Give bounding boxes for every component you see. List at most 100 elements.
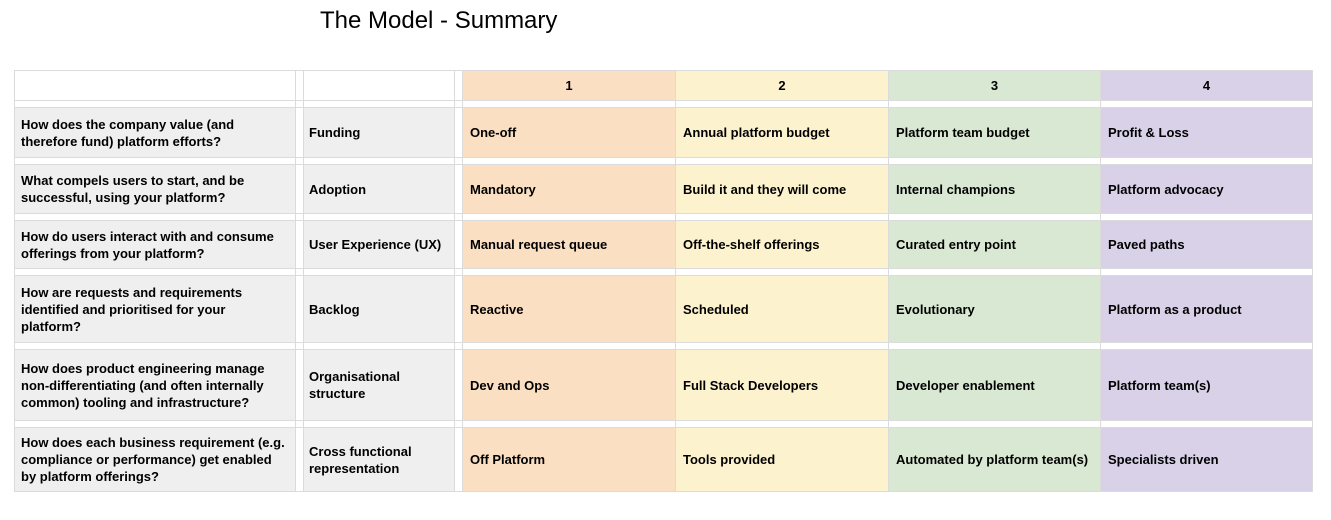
spacer-cell	[14, 342, 296, 350]
spacer-cell	[454, 164, 463, 214]
spacer-cell	[295, 420, 304, 428]
spacer-cell	[454, 213, 463, 221]
spacer-cell	[295, 268, 304, 276]
spacer-cell	[295, 349, 304, 421]
spacer-cell	[1100, 268, 1313, 276]
spacer-row	[14, 213, 1313, 221]
level-4-cell: Platform advocacy	[1100, 164, 1313, 214]
level-4-header: 4	[1100, 70, 1313, 101]
spacer-cell	[295, 220, 304, 269]
question-cell: How do users interact with and consume o…	[14, 220, 296, 269]
level-3-cell: Automated by platform team(s)	[888, 427, 1101, 492]
level-3-cell: Platform team budget	[888, 107, 1101, 158]
spacer-row	[14, 342, 1313, 350]
table-row-cross-functional: How does each business requirement (e.g.…	[14, 427, 1313, 492]
spacer-cell	[454, 275, 463, 343]
header-blank-gap	[454, 70, 463, 101]
spacer-cell	[675, 420, 889, 428]
spacer-cell	[454, 220, 463, 269]
spacer-cell	[303, 157, 455, 165]
level-2-header: 2	[675, 70, 889, 101]
level-1-cell: Manual request queue	[462, 220, 676, 269]
spacer-cell	[295, 342, 304, 350]
level-3-cell: Developer enablement	[888, 349, 1101, 421]
spacer-cell	[462, 100, 676, 108]
category-cell: Funding	[303, 107, 455, 158]
category-cell: Adoption	[303, 164, 455, 214]
spacer-cell	[295, 164, 304, 214]
spacer-cell	[675, 268, 889, 276]
spacer-cell	[14, 420, 296, 428]
level-header-row: 1 2 3 4	[14, 70, 1313, 101]
table-row-user-experience: How do users interact with and consume o…	[14, 220, 1313, 269]
spacer-cell	[675, 157, 889, 165]
spacer-cell	[454, 157, 463, 165]
spacer-cell	[462, 268, 676, 276]
spacer-cell	[454, 107, 463, 158]
maturity-model-table: 1 2 3 4 How does the company value (and …	[14, 70, 1313, 492]
header-blank-question	[14, 70, 296, 101]
level-3-cell: Evolutionary	[888, 275, 1101, 343]
level-2-cell: Full Stack Developers	[675, 349, 889, 421]
table-row-organisational-structure: How does product engineering manage non-…	[14, 349, 1313, 421]
level-1-header: 1	[462, 70, 676, 101]
spacer-cell	[675, 213, 889, 221]
spacer-cell	[303, 268, 455, 276]
spacer-cell	[14, 213, 296, 221]
spacer-cell	[1100, 420, 1313, 428]
header-blank-gap	[295, 70, 304, 101]
spacer-cell	[295, 107, 304, 158]
spacer-cell	[888, 268, 1101, 276]
spacer-cell	[295, 157, 304, 165]
spacer-cell	[454, 268, 463, 276]
spacer-cell	[888, 420, 1101, 428]
table-row-adoption: What compels users to start, and be succ…	[14, 164, 1313, 214]
question-cell: How does each business requirement (e.g.…	[14, 427, 296, 492]
spacer-cell	[462, 213, 676, 221]
spacer-cell	[454, 100, 463, 108]
spacer-cell	[295, 275, 304, 343]
spacer-cell	[295, 427, 304, 492]
table-row-funding: How does the company value (and therefor…	[14, 107, 1313, 158]
spacer-cell	[462, 157, 676, 165]
level-1-cell: Mandatory	[462, 164, 676, 214]
spacer-cell	[303, 420, 455, 428]
level-3-cell: Internal champions	[888, 164, 1101, 214]
level-1-cell: One-off	[462, 107, 676, 158]
spacer-cell	[14, 100, 296, 108]
spacer-cell	[462, 420, 676, 428]
spacer-cell	[303, 100, 455, 108]
spacer-cell	[1100, 213, 1313, 221]
level-2-cell: Scheduled	[675, 275, 889, 343]
spacer-cell	[454, 420, 463, 428]
table-row-backlog: How are requests and requirements identi…	[14, 275, 1313, 343]
level-4-cell: Platform team(s)	[1100, 349, 1313, 421]
spacer-row	[14, 157, 1313, 165]
spacer-cell	[462, 342, 676, 350]
spacer-row	[14, 100, 1313, 108]
level-2-cell: Build it and they will come	[675, 164, 889, 214]
level-3-header: 3	[888, 70, 1101, 101]
question-cell: How are requests and requirements identi…	[14, 275, 296, 343]
spacer-cell	[1100, 342, 1313, 350]
spacer-cell	[888, 157, 1101, 165]
spacer-cell	[888, 213, 1101, 221]
spacer-cell	[295, 213, 304, 221]
spacer-cell	[14, 157, 296, 165]
spacer-cell	[14, 268, 296, 276]
category-cell: Organisational structure	[303, 349, 455, 421]
spacer-cell	[888, 342, 1101, 350]
level-4-cell: Specialists driven	[1100, 427, 1313, 492]
spacer-row	[14, 268, 1313, 276]
page-title: The Model - Summary	[320, 7, 558, 34]
question-cell: How does product engineering manage non-…	[14, 349, 296, 421]
level-1-cell: Reactive	[462, 275, 676, 343]
level-2-cell: Off-the-shelf offerings	[675, 220, 889, 269]
level-1-cell: Dev and Ops	[462, 349, 676, 421]
category-cell: User Experience (UX)	[303, 220, 455, 269]
spacer-cell	[454, 427, 463, 492]
question-cell: How does the company value (and therefor…	[14, 107, 296, 158]
level-2-cell: Tools provided	[675, 427, 889, 492]
spacer-cell	[1100, 157, 1313, 165]
question-cell: What compels users to start, and be succ…	[14, 164, 296, 214]
